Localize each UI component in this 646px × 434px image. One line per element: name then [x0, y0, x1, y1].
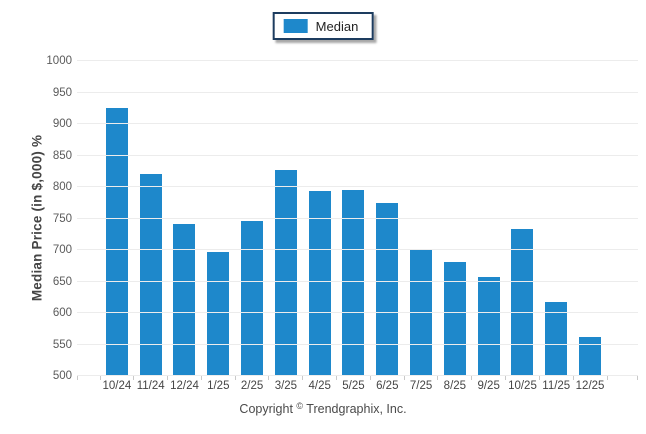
bar-cell: [235, 61, 269, 376]
axis-tick: [572, 376, 574, 380]
x-tick-label-11/24: 11/24: [136, 380, 165, 392]
gridline-900: [77, 123, 638, 124]
y-tick-label-750: 750: [52, 212, 72, 225]
bar-5/25[interactable]: [342, 190, 365, 376]
axis-tick: [505, 376, 507, 380]
copyright-prefix: Copyright: [239, 402, 293, 416]
y-tick-label-1000: 1000: [46, 55, 72, 67]
axis-tick: [369, 376, 371, 380]
x-tick-label-3/25: 3/25: [274, 380, 298, 392]
gridline-1000: [77, 60, 638, 61]
gridline-750: [77, 217, 638, 219]
legend[interactable]: Median: [272, 12, 374, 40]
legend-label-median: Median: [315, 18, 359, 34]
bar-cell: [269, 61, 303, 376]
axis-tick: [99, 376, 101, 380]
x-tick-label-9/25: 9/25: [477, 380, 500, 392]
axis-tick: [471, 376, 473, 380]
y-tick-label-900: 900: [52, 118, 72, 130]
axis-tick: [606, 376, 608, 380]
bar-11/24[interactable]: [139, 174, 162, 376]
copyright-suffix: Trendgraphix, Inc.: [306, 402, 407, 416]
y-tick-label-950: 950: [52, 86, 72, 99]
y-tick-label-850: 850: [52, 149, 72, 162]
bar-4/25[interactable]: [308, 190, 331, 376]
copyright-text: Copyright © Trendgraphix, Inc.: [0, 401, 646, 416]
x-tick-label-1/25: 1/25: [207, 380, 230, 392]
y-tick-label-500: 500: [52, 370, 72, 382]
bar-12/24[interactable]: [173, 224, 196, 376]
bar-cell: [201, 61, 235, 376]
bar-9/25[interactable]: [477, 276, 500, 376]
axis-tick: [234, 376, 236, 380]
bar-3/25[interactable]: [274, 170, 297, 376]
bar-cell: [472, 61, 506, 376]
x-tick-label-10/25: 10/25: [508, 380, 537, 392]
legend-swatch-median: [283, 19, 308, 33]
bar-cell: [438, 61, 472, 376]
axis-tick: [403, 376, 405, 380]
x-tick-label-2/25: 2/25: [240, 380, 264, 392]
bar-8/25[interactable]: [443, 262, 466, 376]
x-tick-label-4/25: 4/25: [308, 380, 331, 392]
x-tick-label-7/25: 7/25: [409, 380, 433, 392]
x-tick-label-12/24: 12/24: [170, 380, 199, 392]
bar-cell: [370, 61, 404, 376]
y-tick-label-700: 700: [52, 244, 72, 256]
gridline-700: [77, 249, 638, 250]
bar-1/25[interactable]: [207, 251, 230, 376]
bar-cell: [506, 61, 540, 376]
gridline-950: [77, 91, 638, 93]
bars-region: [100, 61, 607, 376]
bar-cell: [404, 61, 438, 376]
axis-tick: [302, 376, 304, 380]
bar-cell: [573, 61, 607, 376]
axis-tick: [437, 376, 439, 380]
x-tick-label-11/25: 11/25: [542, 380, 571, 392]
bar-cell: [303, 61, 337, 376]
axis-tick: [200, 376, 202, 380]
x-tick-label-12/25: 12/25: [575, 380, 605, 392]
x-axis-ticks: [99, 376, 608, 381]
x-axis-labels: 10/24 11/24 12/24 1/25 2/25 3/25 4/25 5/25 6/25 7…: [100, 380, 607, 392]
axis-edge-tick: [637, 376, 638, 380]
x-tick-label-10/24: 10/24: [102, 380, 132, 392]
bar-cell: [134, 61, 168, 376]
bar-cell: [100, 61, 134, 376]
bar-10/25[interactable]: [511, 228, 534, 376]
axis-tick: [538, 376, 540, 380]
bar-cell: [539, 61, 573, 376]
axis-edge-tick: [77, 376, 78, 380]
bar-10/24[interactable]: [105, 108, 128, 376]
axis-tick: [336, 376, 338, 380]
x-tick-label-5/25: 5/25: [342, 380, 365, 392]
bar-12/25[interactable]: [579, 336, 602, 376]
plot-area: [77, 60, 638, 380]
y-tick-label-600: 600: [52, 307, 72, 319]
gridline-850: [77, 154, 638, 156]
gridline-500: [77, 375, 638, 376]
x-tick-label-6/25: 6/25: [376, 380, 399, 392]
gridline-600: [77, 312, 638, 313]
gridline-650: [77, 280, 638, 282]
bar-6/25[interactable]: [376, 203, 399, 376]
y-tick-label-800: 800: [52, 181, 72, 193]
axis-tick: [167, 376, 169, 380]
axis-tick: [268, 376, 270, 380]
y-tick-label-650: 650: [52, 275, 72, 288]
copyright-symbol-icon: ©: [296, 401, 304, 411]
axis-tick: [133, 376, 135, 380]
gridline-800: [77, 186, 638, 187]
x-tick-label-8/25: 8/25: [443, 380, 467, 392]
y-tick-label-550: 550: [52, 338, 72, 351]
bar-cell: [168, 61, 202, 376]
bar-11/25[interactable]: [545, 301, 568, 376]
bar-2/25[interactable]: [241, 221, 264, 376]
gridline-550: [77, 343, 638, 345]
bar-cell: [337, 61, 371, 376]
